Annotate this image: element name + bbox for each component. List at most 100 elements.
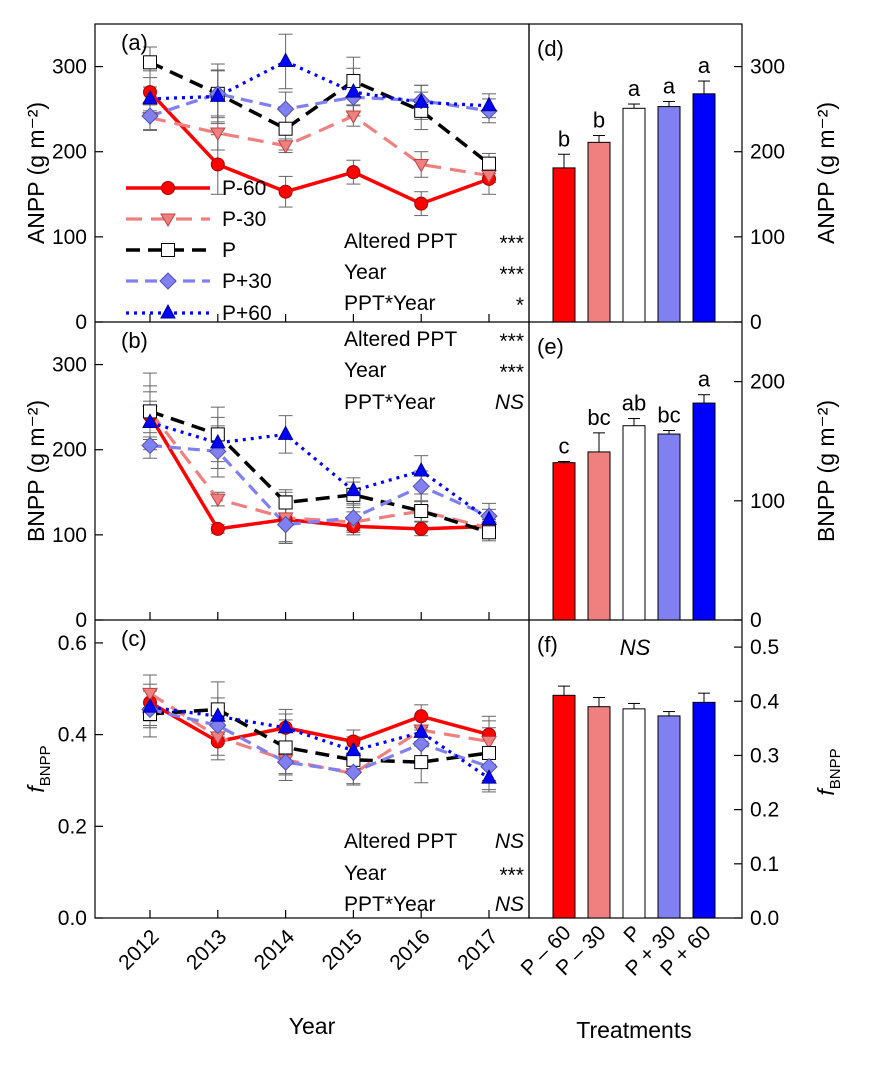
y-axis-label: fBNPP [813, 748, 844, 795]
series-group [141, 674, 498, 793]
data-point [209, 707, 226, 722]
significance-letter: bc [657, 402, 680, 427]
y-axis-label-text: fBNPP [23, 745, 54, 792]
bar [657, 715, 681, 919]
bar [692, 402, 716, 621]
stat-label: PPT*Year [344, 391, 435, 414]
data-point [412, 477, 430, 496]
data-point [345, 110, 362, 124]
data-point [414, 709, 429, 724]
y-tick-label: 200 [52, 439, 87, 462]
y-tick-label: 0 [75, 609, 87, 632]
stat-value: *** [499, 232, 524, 255]
bar [657, 433, 681, 621]
data-point [413, 158, 430, 173]
legend-marker [159, 272, 177, 290]
data-point [142, 698, 158, 713]
data-point [143, 55, 157, 70]
series-line-pplus30 [149, 707, 490, 774]
data-point [142, 413, 158, 428]
data-point [210, 157, 225, 172]
panel-letter: (a) [121, 30, 148, 55]
significance-letter: c [559, 433, 570, 458]
y-axis-label: ANPP (g m⁻²) [813, 102, 839, 244]
y-tick-label: 200 [750, 371, 785, 394]
series-line-p [149, 707, 490, 764]
data-point [277, 425, 294, 440]
bar [622, 107, 646, 323]
data-point [278, 740, 293, 755]
significance-letter: a [663, 73, 676, 98]
data-point [141, 107, 159, 125]
series-line-pminus60 [148, 414, 490, 531]
series-line-p [149, 409, 490, 534]
y-tick-label: 0.2 [750, 799, 779, 822]
significance-letter: a [628, 76, 641, 101]
stat-label: Altered PPT [344, 230, 457, 253]
y-tick-label: 0.0 [750, 907, 779, 930]
panel-letter: (c) [121, 626, 147, 651]
data-point [414, 504, 429, 519]
data-point [209, 433, 226, 449]
bar [622, 425, 646, 621]
panel-letter: (e) [537, 334, 564, 359]
y-tick-label: 0 [75, 311, 87, 334]
stat-label: Year [344, 359, 386, 382]
stat-value: NS [495, 830, 524, 853]
data-point [414, 755, 429, 770]
annotation: NS [620, 635, 651, 660]
y-axis-label: BNPP (g m⁻²) [813, 400, 839, 542]
y-tick-label: 300 [52, 354, 87, 377]
x-axis-label: Year [289, 1013, 336, 1039]
legend-label: P+30 [222, 270, 272, 293]
data-point [482, 745, 496, 760]
data-point [414, 521, 429, 536]
x-tick-label: 2015 [318, 925, 367, 974]
data-point [346, 165, 361, 180]
data-point [481, 96, 497, 112]
panel-letter: (d) [537, 36, 564, 61]
data-point [481, 510, 497, 526]
series-group [141, 33, 498, 217]
y-tick-label: 300 [52, 56, 87, 79]
data-point [276, 100, 295, 118]
y-tick-label: 300 [750, 56, 785, 79]
significance-letter: ab [622, 391, 646, 416]
x-axis-label: Treatments [576, 1017, 691, 1043]
legend-marker [160, 303, 176, 319]
bar [552, 462, 576, 621]
y-tick-label: 0.5 [750, 636, 779, 659]
series-line-pplus60 [149, 420, 490, 521]
stat-value: *** [499, 263, 524, 286]
series-line-pminus60 [149, 701, 490, 744]
bar [622, 708, 646, 919]
data-point [278, 184, 293, 199]
stat-value: *** [499, 864, 524, 887]
data-point [278, 121, 293, 136]
bar [552, 694, 576, 919]
y-tick-label: 100 [52, 226, 87, 249]
data-point [481, 735, 497, 750]
y-tick-label: 200 [750, 141, 785, 164]
significance-letter: bc [587, 405, 610, 430]
data-point [345, 741, 362, 757]
data-point [413, 461, 430, 477]
data-point [413, 723, 430, 738]
stat-value: *** [499, 361, 524, 384]
y-tick-label: 0.3 [750, 744, 779, 767]
data-point [277, 718, 294, 734]
significance-letter: a [698, 367, 711, 392]
stat-value: *** [499, 330, 524, 353]
x-tick-label: 2013 [182, 925, 231, 974]
legend-label: P-30 [222, 208, 266, 231]
y-axis-label-sub: BNPP [37, 745, 54, 786]
stat-label: PPT*Year [344, 292, 435, 315]
data-point [209, 127, 226, 141]
y-tick-label: 0.1 [750, 853, 779, 876]
y-tick-label: 100 [750, 490, 785, 513]
series-line-pplus30 [149, 443, 490, 527]
y-tick-label: 0.0 [58, 907, 87, 930]
y-axis-label: fBNPP [23, 745, 54, 792]
y-axis-label-main: f [813, 787, 839, 796]
